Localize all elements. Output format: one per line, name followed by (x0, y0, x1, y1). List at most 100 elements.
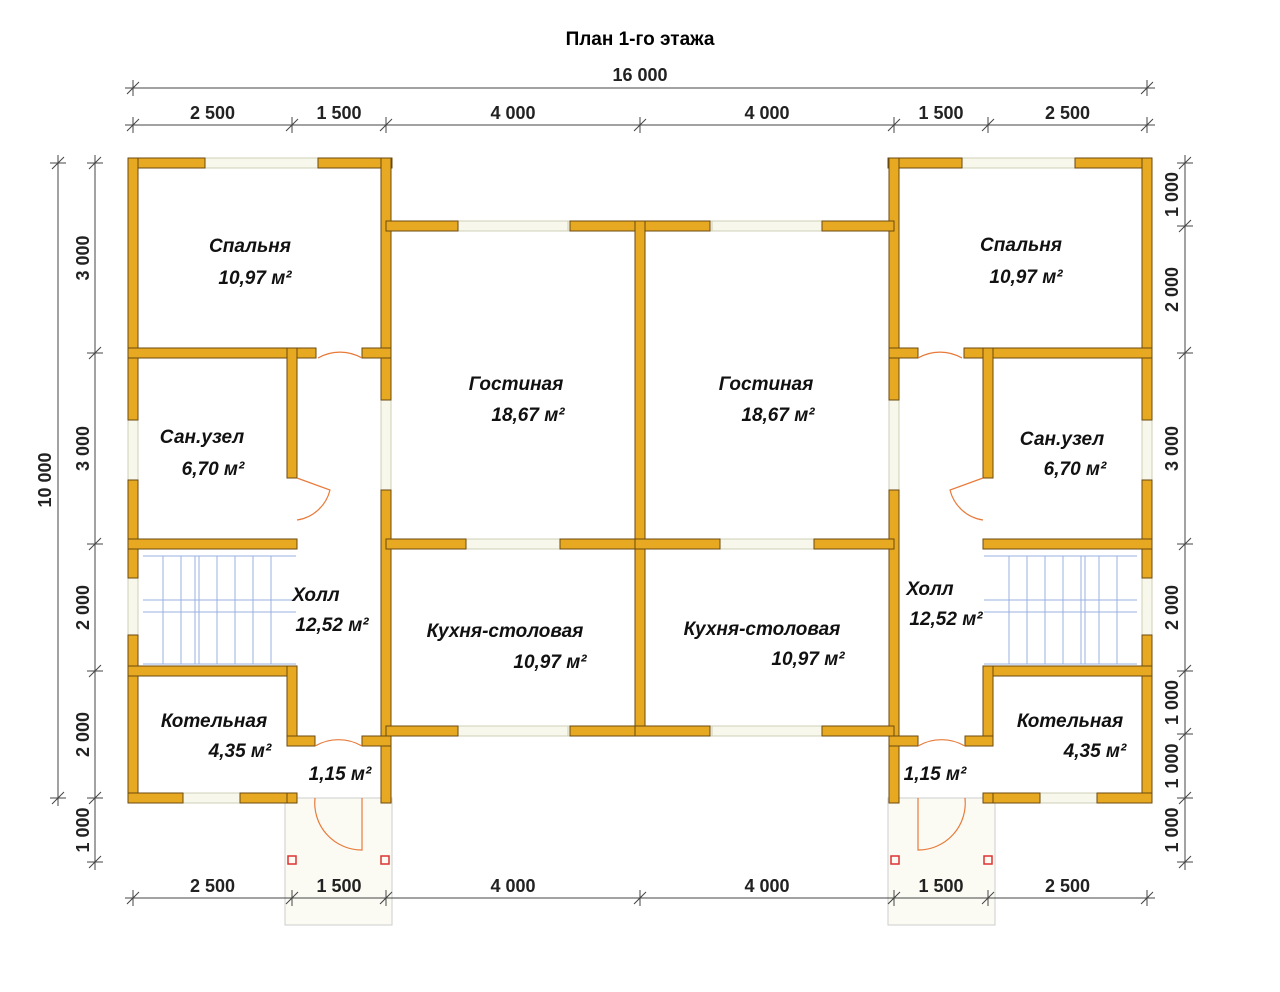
wall (569, 220, 646, 232)
window (1141, 577, 1153, 636)
wall (813, 538, 895, 550)
wall (1141, 157, 1153, 421)
porch (284, 797, 393, 926)
wall (127, 347, 317, 359)
wall (821, 725, 895, 737)
wall (888, 735, 919, 747)
window (711, 220, 826, 232)
door (314, 739, 363, 747)
dim-label: 2 000 (73, 712, 93, 757)
dim-label: 1 500 (918, 103, 963, 123)
dim-tick (981, 891, 995, 905)
dim-tick (1178, 346, 1192, 360)
wall (380, 489, 392, 742)
dim-label: 1 000 (73, 807, 93, 852)
room-area: 6,70 м² (1044, 459, 1107, 480)
dim-tick (1140, 891, 1154, 905)
dim-label: 1 500 (316, 876, 361, 896)
window (711, 725, 826, 737)
dim-tick (88, 346, 102, 360)
wall (127, 665, 298, 677)
wall (127, 479, 139, 579)
dim-tick (126, 891, 140, 905)
dim-tick (126, 81, 140, 95)
window (204, 157, 319, 169)
room-area: 12,52 м² (909, 609, 983, 630)
room-name: Кухня-столовая (684, 619, 841, 640)
dim-label: 2 000 (1162, 267, 1182, 312)
dim-label: 1 000 (1162, 807, 1182, 852)
dim-tick (379, 118, 393, 132)
wall (569, 725, 646, 737)
dim-tick (1178, 855, 1192, 869)
dim-tick (285, 891, 299, 905)
window (127, 577, 139, 636)
door (949, 477, 984, 521)
dim-tick (88, 156, 102, 170)
wall (634, 220, 646, 737)
dim-tick (379, 891, 393, 905)
door (917, 797, 966, 851)
dim-label: 1 000 (1162, 743, 1182, 788)
dim-tick (887, 891, 901, 905)
wall (1141, 479, 1153, 579)
post (380, 855, 390, 865)
dim-label: 2 000 (73, 585, 93, 630)
wall (127, 157, 206, 169)
window (961, 157, 1076, 169)
room-area: 18,67 м² (491, 405, 565, 426)
wall (888, 157, 900, 401)
dim-label: 16 000 (612, 65, 667, 85)
wall (982, 792, 994, 804)
room-area: 18,67 м² (741, 405, 815, 426)
dim-tick (1178, 791, 1192, 805)
dim-tick (633, 118, 647, 132)
dim-tick (1178, 156, 1192, 170)
wall (127, 157, 139, 421)
room-area: 1,15 м² (309, 764, 372, 785)
dim-tick (981, 118, 995, 132)
dim-label: 2 500 (1045, 876, 1090, 896)
layout (127, 157, 1153, 926)
wall (963, 347, 1153, 359)
wall (385, 220, 459, 232)
room-name: Котельная (161, 711, 267, 732)
room-name: Спальня (209, 236, 291, 257)
dim-tick (88, 791, 102, 805)
room-area: 1,15 м² (904, 764, 967, 785)
wall (888, 740, 900, 804)
door (314, 797, 363, 851)
room-name: Гостиная (469, 374, 564, 395)
dim-label: 2 500 (1045, 103, 1090, 123)
room-area: 4,35 м² (208, 741, 272, 762)
dim-label: 4 000 (490, 103, 535, 123)
window (719, 538, 815, 550)
wall (1096, 792, 1153, 804)
dim-tick (1178, 664, 1192, 678)
wall (888, 347, 919, 359)
wall (385, 725, 459, 737)
dim-tick (88, 664, 102, 678)
wall (127, 634, 139, 804)
dim-tick (1178, 219, 1192, 233)
dim-tick (88, 855, 102, 869)
dim-tick (88, 537, 102, 551)
post (983, 855, 993, 865)
window (888, 399, 900, 491)
window (465, 538, 561, 550)
dim-tick (633, 891, 647, 905)
dim-tick (1140, 118, 1154, 132)
room-area: 6,70 м² (182, 459, 245, 480)
dim-tick (887, 118, 901, 132)
wall (317, 157, 393, 169)
door (917, 351, 963, 359)
room-area: 10,97 м² (513, 652, 587, 673)
dim-label: 3 000 (73, 235, 93, 280)
window (454, 725, 569, 737)
wall (286, 735, 316, 747)
dim-tick (1178, 537, 1192, 551)
room-name: Спальня (980, 235, 1062, 256)
dim-tick (126, 118, 140, 132)
dim-label: 3 000 (73, 426, 93, 471)
wall (982, 665, 1153, 677)
